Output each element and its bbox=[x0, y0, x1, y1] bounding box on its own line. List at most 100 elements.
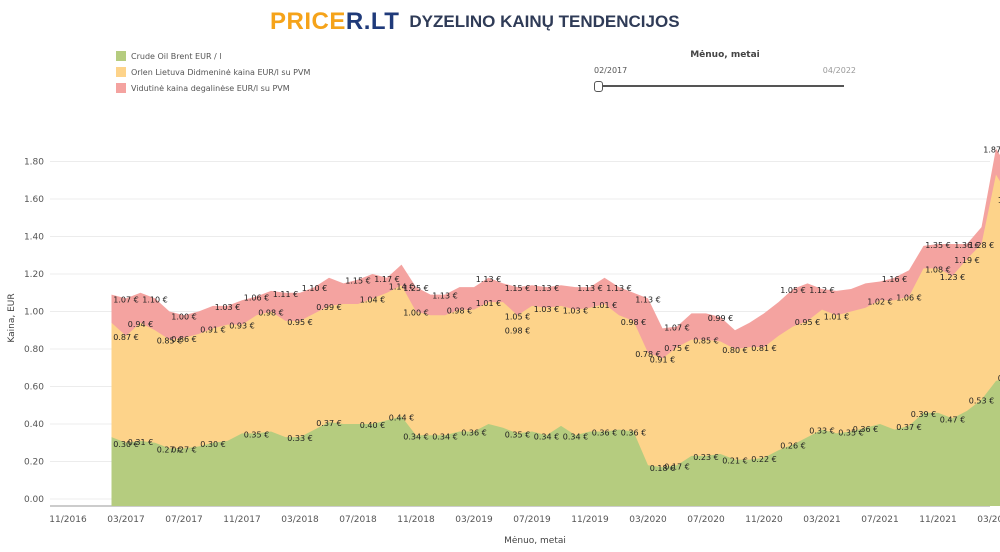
data-label: 0.36 € bbox=[592, 429, 617, 438]
site-logo[interactable]: PRICER.LT bbox=[270, 8, 399, 36]
data-label: 1.06 € bbox=[896, 294, 921, 303]
y-tick-label: 1.40 bbox=[24, 233, 44, 243]
series-areas bbox=[111, 148, 1000, 506]
logo-text-part2: R.LT bbox=[345, 8, 400, 35]
legend-item-wholesale[interactable]: Orlen Lietuva Didmeninė kaina EUR/l su P… bbox=[116, 64, 310, 80]
data-label: 0.75 € bbox=[664, 344, 689, 353]
data-label: 1.10 € bbox=[142, 295, 167, 304]
data-label: 0.30 € bbox=[200, 440, 225, 449]
data-label: 1.03 € bbox=[534, 305, 559, 314]
data-label: 1.36 € bbox=[998, 196, 1000, 205]
data-label: 1.11 € bbox=[273, 290, 298, 299]
legend-label-wholesale: Orlen Lietuva Didmeninė kaina EUR/l su P… bbox=[131, 67, 311, 77]
date-range-slider[interactable] bbox=[594, 81, 850, 92]
x-tick-label: 11/2020 bbox=[745, 515, 783, 525]
data-label: 1.25 € bbox=[403, 284, 428, 293]
data-label: 0.34 € bbox=[432, 432, 457, 441]
filter-end-value: 04/2022 bbox=[822, 66, 856, 75]
data-label: 1.07 € bbox=[113, 295, 138, 304]
y-tick-label: 0.60 bbox=[24, 383, 44, 393]
data-label: 0.78 € bbox=[635, 350, 660, 359]
data-label: 0.27 € bbox=[157, 445, 182, 454]
y-axis: 0.00 0.20 0.40 0.60 0.80 1.00 1.20 1.40 1.60 1.80 bbox=[24, 158, 44, 506]
y-tick-label: 0.00 bbox=[24, 495, 44, 505]
data-label: 0.31 € bbox=[128, 438, 153, 447]
x-tick-label: 03/2018 bbox=[281, 515, 319, 525]
y-axis-title: Kaina, EUR bbox=[7, 293, 17, 342]
y-tick-label: 0.80 bbox=[24, 345, 44, 355]
legend-swatch-wholesale bbox=[116, 67, 126, 77]
data-label: 0.30 € bbox=[113, 440, 138, 449]
y-tick-label: 0.40 bbox=[24, 420, 44, 430]
data-label: 1.13 € bbox=[635, 295, 660, 304]
data-label: 0.23 € bbox=[693, 453, 718, 462]
data-label: 1.00 € bbox=[171, 312, 196, 321]
brand-header: PRICER.LT DYZELINO KAINŲ TENDENCIJOS bbox=[270, 8, 680, 36]
data-label: 1.15 € bbox=[345, 277, 370, 286]
data-label: 0.53 € bbox=[969, 397, 994, 406]
data-label: 0.35 € bbox=[244, 430, 269, 439]
data-label: 0.34 € bbox=[534, 432, 559, 441]
filter-label: Mėnuo, metai bbox=[690, 50, 760, 60]
x-tick-label: 11/2019 bbox=[571, 515, 609, 525]
data-label: 1.16 € bbox=[882, 275, 907, 284]
data-label: 0.98 € bbox=[258, 309, 283, 318]
data-label: 0.98 € bbox=[447, 307, 472, 316]
y-tick-label: 0.20 bbox=[24, 458, 44, 468]
data-label: 0.37 € bbox=[316, 419, 341, 428]
data-label: 1.04 € bbox=[360, 295, 385, 304]
data-label: 0.99 € bbox=[708, 314, 733, 323]
data-label: 0.44 € bbox=[389, 414, 414, 423]
data-label: 1.19 € bbox=[954, 256, 979, 265]
x-tick-label: 11/2021 bbox=[919, 515, 956, 525]
data-label: 0.34 € bbox=[563, 432, 588, 441]
x-tick-label: 07/2021 bbox=[861, 515, 898, 525]
data-label: 1.15 € bbox=[505, 284, 530, 293]
slider-handle[interactable] bbox=[594, 81, 603, 92]
data-label: 1.87 € bbox=[983, 145, 1000, 154]
x-tick-label: 07/2020 bbox=[687, 515, 725, 525]
y-tick-label: 1.60 bbox=[24, 195, 44, 205]
data-label: 1.05 € bbox=[505, 312, 530, 321]
data-label: 0.80 € bbox=[722, 346, 747, 355]
data-label: 0.98 € bbox=[621, 318, 646, 327]
data-label: 1.17 € bbox=[374, 275, 399, 284]
x-tick-label: 03/2017 bbox=[107, 515, 144, 525]
data-label: 0.39 € bbox=[911, 410, 936, 419]
data-label: 1.13 € bbox=[534, 284, 559, 293]
y-tick-label: 1.80 bbox=[24, 158, 44, 168]
x-tick-label: 07/2017 bbox=[165, 515, 202, 525]
date-range-filter: Mėnuo, metai 02/2017 04/2022 bbox=[594, 50, 856, 92]
logo-text-part1: PRICE bbox=[270, 8, 346, 35]
data-label: 0.33 € bbox=[287, 434, 312, 443]
data-label: 1.03 € bbox=[215, 303, 240, 312]
data-label: 0.87 € bbox=[113, 333, 138, 342]
legend-label-retail: Vidutinė kaina degalinėse EUR/l su PVM bbox=[131, 83, 290, 93]
data-label: 1.13 € bbox=[606, 284, 631, 293]
data-label: 1.13 € bbox=[432, 292, 457, 301]
data-label: 0.98 € bbox=[505, 326, 530, 335]
x-axis-title: Mėnuo, metai bbox=[504, 536, 566, 546]
data-label: 1.36 € bbox=[954, 241, 979, 250]
data-label: 0.63 € bbox=[998, 374, 1000, 383]
legend-item-retail[interactable]: Vidutinė kaina degalinėse EUR/l su PVM bbox=[116, 80, 310, 96]
x-tick-label: 07/2018 bbox=[339, 515, 377, 525]
data-label: 1.23 € bbox=[940, 273, 965, 282]
data-label: 0.40 € bbox=[360, 421, 385, 430]
x-tick-label: 03/2021 bbox=[803, 515, 840, 525]
data-label: 0.26 € bbox=[780, 442, 805, 451]
data-label: 1.06 € bbox=[244, 294, 269, 303]
slider-track[interactable] bbox=[597, 85, 844, 87]
legend-swatch-retail bbox=[116, 83, 126, 93]
data-label: 1.05 € bbox=[780, 286, 805, 295]
data-label: 0.34 € bbox=[403, 432, 428, 441]
series-area-0[interactable] bbox=[111, 377, 1000, 506]
data-label: 0.35 € bbox=[505, 430, 530, 439]
legend-item-brent[interactable]: Crude Oil Brent EUR / l bbox=[116, 48, 310, 64]
x-axis: 11/2016 03/2017 07/2017 11/2017 03/2018 07/20… bbox=[49, 515, 1000, 525]
data-label: 1.07 € bbox=[664, 324, 689, 333]
data-label: 0.93 € bbox=[229, 322, 254, 331]
data-label: 0.17 € bbox=[664, 462, 689, 471]
data-label: 0.99 € bbox=[316, 303, 341, 312]
data-label: 0.95 € bbox=[287, 318, 312, 327]
